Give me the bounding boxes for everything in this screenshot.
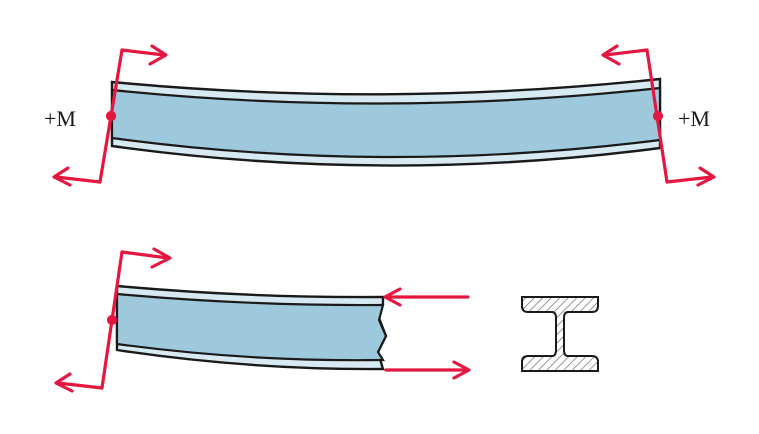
right-moment-symbol (601, 44, 716, 187)
partial-beam-web (115, 292, 388, 362)
i-beam-cross-section-icon (521, 296, 599, 372)
partial-beam (115, 284, 388, 371)
left-moment-symbol (52, 44, 168, 187)
full-beam (110, 77, 662, 167)
moment-label-right: +M (678, 106, 710, 131)
internal-force-arrows (383, 287, 471, 380)
partial-left-moment-symbol (54, 247, 172, 393)
moment-label-left: +M (44, 106, 76, 131)
